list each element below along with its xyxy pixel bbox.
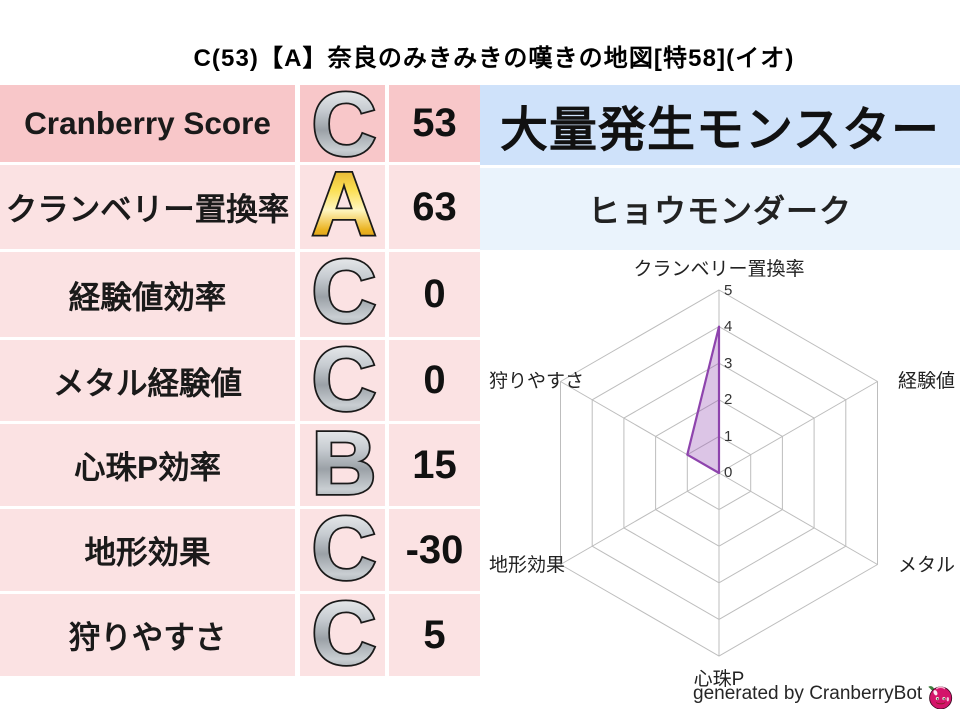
svg-text:A: A [312,165,377,250]
svg-text:C: C [312,252,377,337]
svg-text:0: 0 [724,464,732,481]
svg-text:メタル: メタル [898,554,955,576]
svg-text:5: 5 [724,282,732,299]
svg-text:1: 1 [724,428,732,445]
svg-text:C: C [312,340,377,425]
svg-text:C: C [312,509,377,594]
svg-text:狩りやすさ: 狩りやすさ [489,370,584,392]
svg-text:地形効果: 地形効果 [489,554,565,576]
svg-text:4: 4 [724,318,732,335]
svg-text:C: C [312,85,377,170]
svg-text:3: 3 [724,355,732,372]
svg-text:クランベリー置換率: クランベリー置換率 [633,258,804,280]
svg-text:B: B [312,424,377,509]
svg-text:経験値: 経験値 [898,370,955,392]
svg-text:2: 2 [724,391,732,408]
svg-text:C: C [312,594,377,679]
